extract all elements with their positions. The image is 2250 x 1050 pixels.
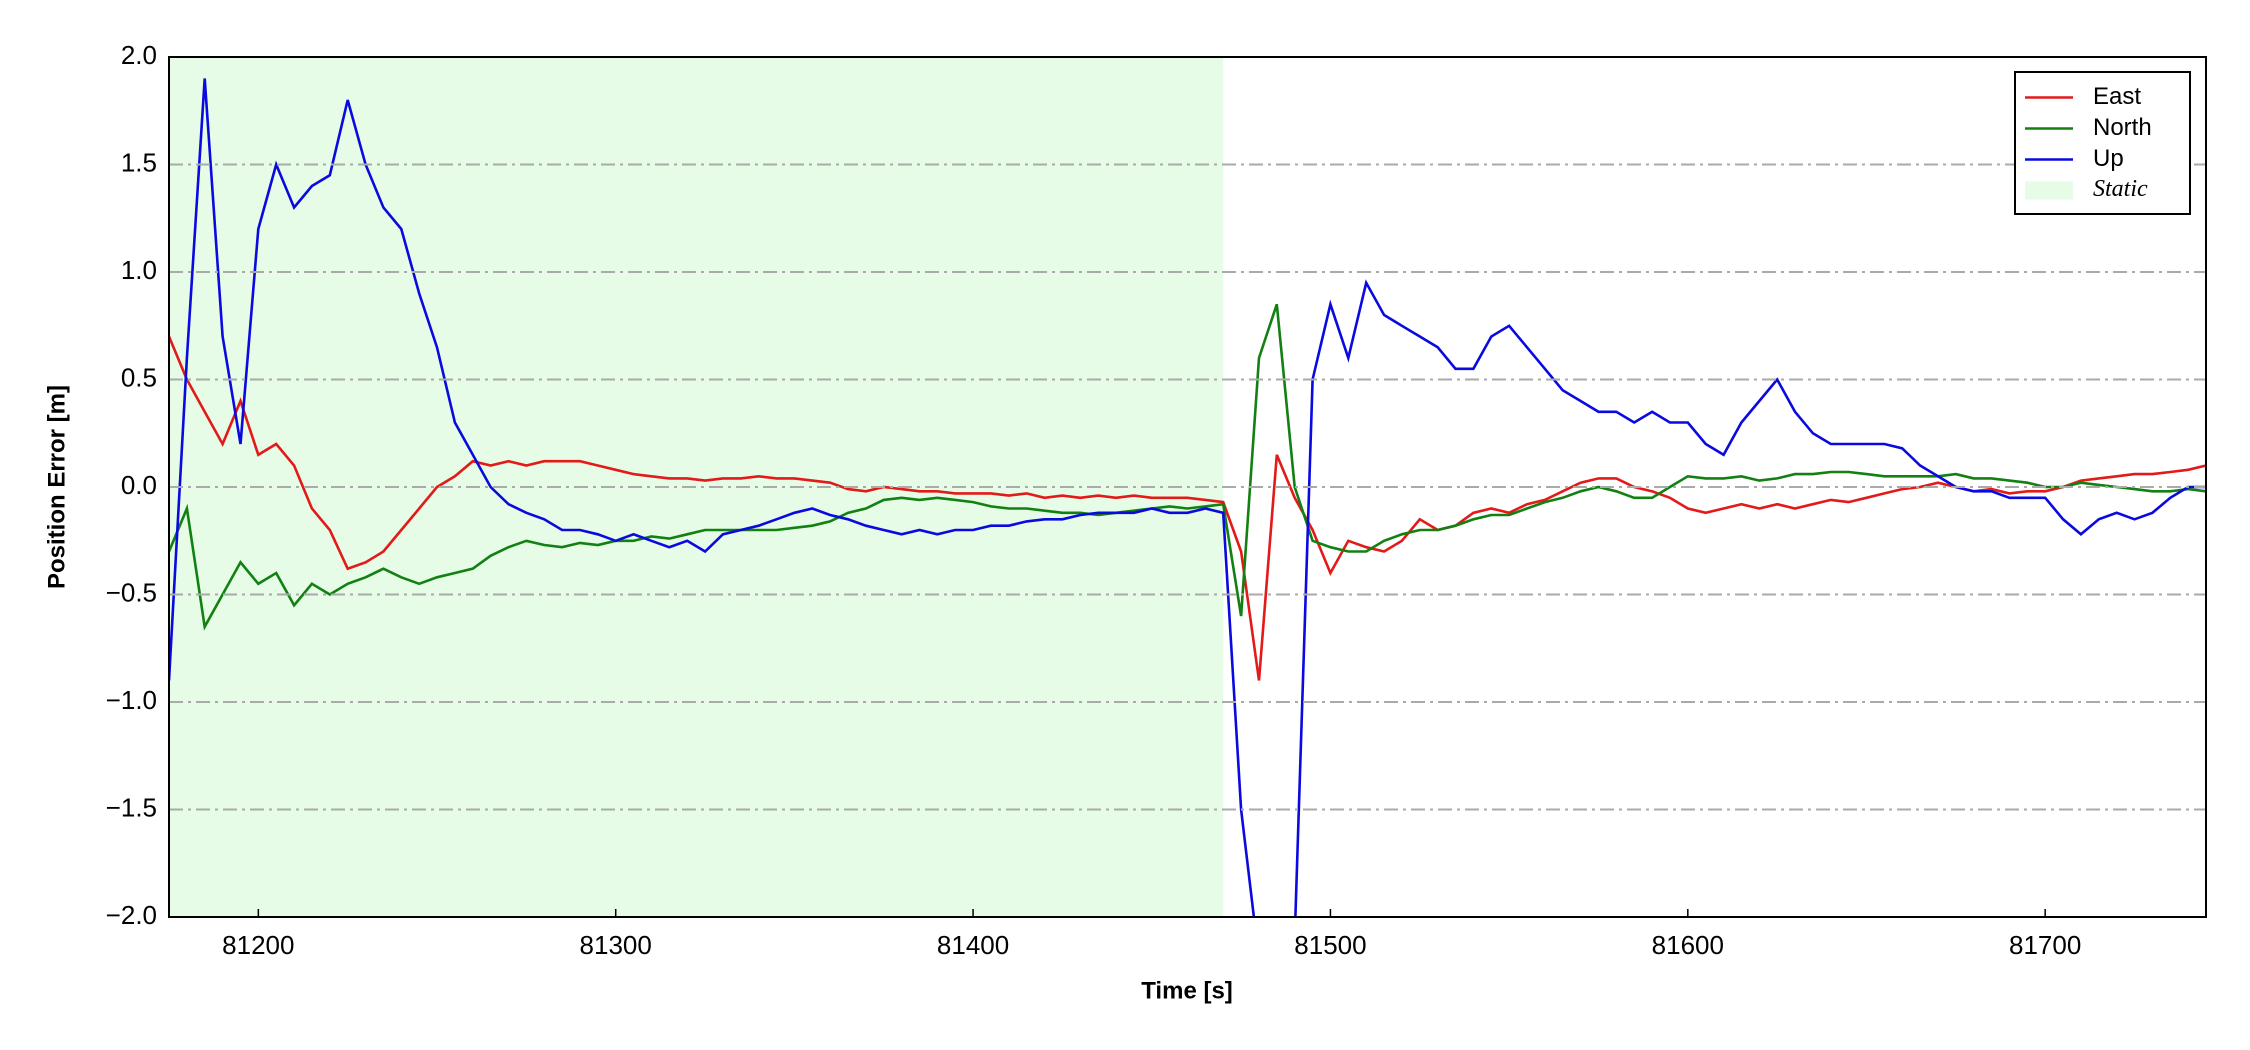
y-tick-label: −0.5 xyxy=(106,577,157,607)
legend-swatch xyxy=(2025,181,2073,200)
legend-label: Up xyxy=(2093,145,2124,172)
legend-label: North xyxy=(2093,114,2152,141)
series-line xyxy=(169,303,2206,631)
y-tick-label: 0.5 xyxy=(121,362,157,392)
y-tick-label: 1.0 xyxy=(121,255,157,285)
plot-frame xyxy=(168,56,2207,918)
x-tick-label: 81600 xyxy=(1652,930,1724,960)
y-axis-label: Position Error [m] xyxy=(43,385,70,589)
series-line xyxy=(169,78,2206,917)
y-tick-label: 2.0 xyxy=(121,40,157,70)
x-axis-label: Time [s] xyxy=(1141,977,1233,1004)
y-tick-label: 0.0 xyxy=(121,470,157,500)
x-tick-label: 81500 xyxy=(1294,930,1366,960)
plot-area xyxy=(169,57,2206,917)
x-tick-label: 81200 xyxy=(222,930,294,960)
x-tick-label: 81300 xyxy=(580,930,652,960)
series-line xyxy=(169,336,2206,681)
y-tick-label: 1.5 xyxy=(121,147,157,177)
y-tick-label: −2.0 xyxy=(106,900,157,930)
legend-label: East xyxy=(2093,83,2141,110)
y-tick-label: −1.0 xyxy=(106,685,157,715)
x-tick-label: 81400 xyxy=(937,930,1009,960)
legend-label: Static xyxy=(2093,176,2148,202)
x-tick-label: 81700 xyxy=(2009,930,2081,960)
y-tick-label: −1.5 xyxy=(106,792,157,822)
